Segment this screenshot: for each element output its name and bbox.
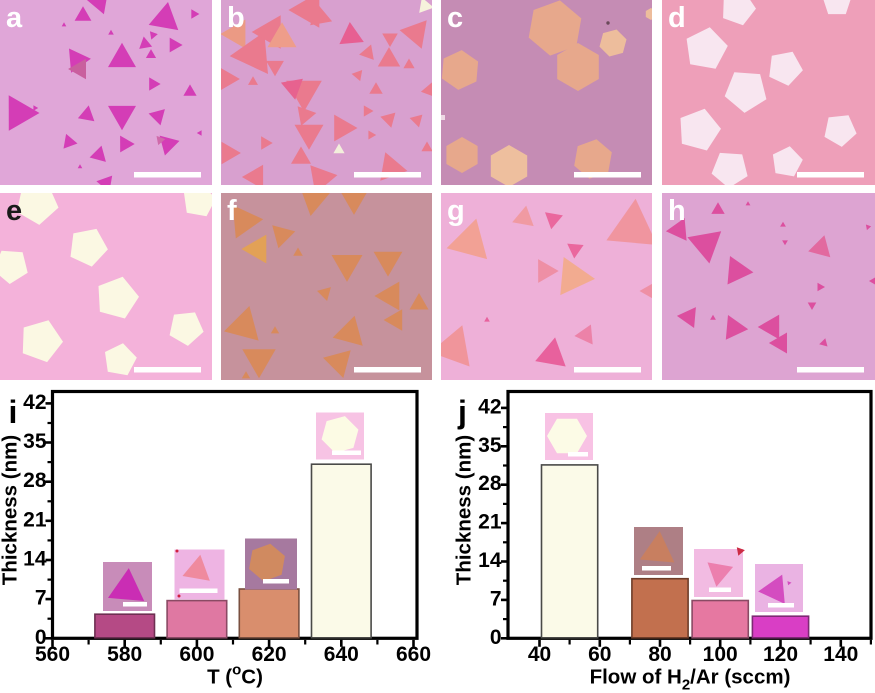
svg-text:0: 0: [490, 626, 502, 649]
svg-text:600: 600: [179, 643, 214, 666]
svg-text:Flow of H2/Ar (sccm): Flow of H2/Ar (sccm): [590, 666, 791, 693]
svg-text:c: c: [447, 2, 463, 34]
svg-text:42: 42: [478, 395, 501, 418]
svg-text:f: f: [227, 195, 237, 227]
svg-text:140: 140: [823, 643, 858, 666]
svg-text:14: 14: [478, 549, 502, 572]
svg-text:e: e: [6, 195, 22, 227]
svg-text:560: 560: [35, 643, 70, 666]
svg-text:640: 640: [324, 643, 359, 666]
svg-text:a: a: [6, 2, 23, 34]
svg-text:21: 21: [478, 511, 502, 534]
svg-text:7: 7: [490, 587, 502, 610]
svg-text:Thickness (nm): Thickness (nm): [453, 435, 476, 585]
svg-text:7: 7: [35, 587, 47, 610]
svg-text:g: g: [447, 195, 465, 227]
svg-text:620: 620: [252, 643, 287, 666]
svg-text:580: 580: [107, 643, 142, 666]
svg-text:120: 120: [763, 643, 798, 666]
svg-text:100: 100: [703, 643, 738, 666]
svg-text:40: 40: [528, 643, 551, 666]
svg-text:28: 28: [478, 472, 502, 495]
svg-text:21: 21: [23, 508, 47, 531]
svg-text:660: 660: [396, 643, 431, 666]
svg-text:i: i: [9, 394, 18, 430]
svg-text:0: 0: [35, 626, 47, 649]
svg-text:28: 28: [23, 469, 47, 492]
svg-text:60: 60: [588, 643, 611, 666]
svg-text:b: b: [227, 2, 245, 34]
svg-text:T (oC): T (oC): [207, 662, 263, 689]
svg-text:Thickness (nm): Thickness (nm): [0, 435, 22, 585]
svg-text:h: h: [668, 195, 686, 227]
svg-text:35: 35: [23, 430, 47, 453]
svg-text:80: 80: [648, 643, 671, 666]
svg-text:42: 42: [23, 391, 46, 414]
svg-text:14: 14: [23, 548, 47, 571]
svg-text:35: 35: [478, 434, 502, 457]
svg-text:d: d: [668, 2, 686, 34]
svg-text:j: j: [457, 394, 467, 430]
